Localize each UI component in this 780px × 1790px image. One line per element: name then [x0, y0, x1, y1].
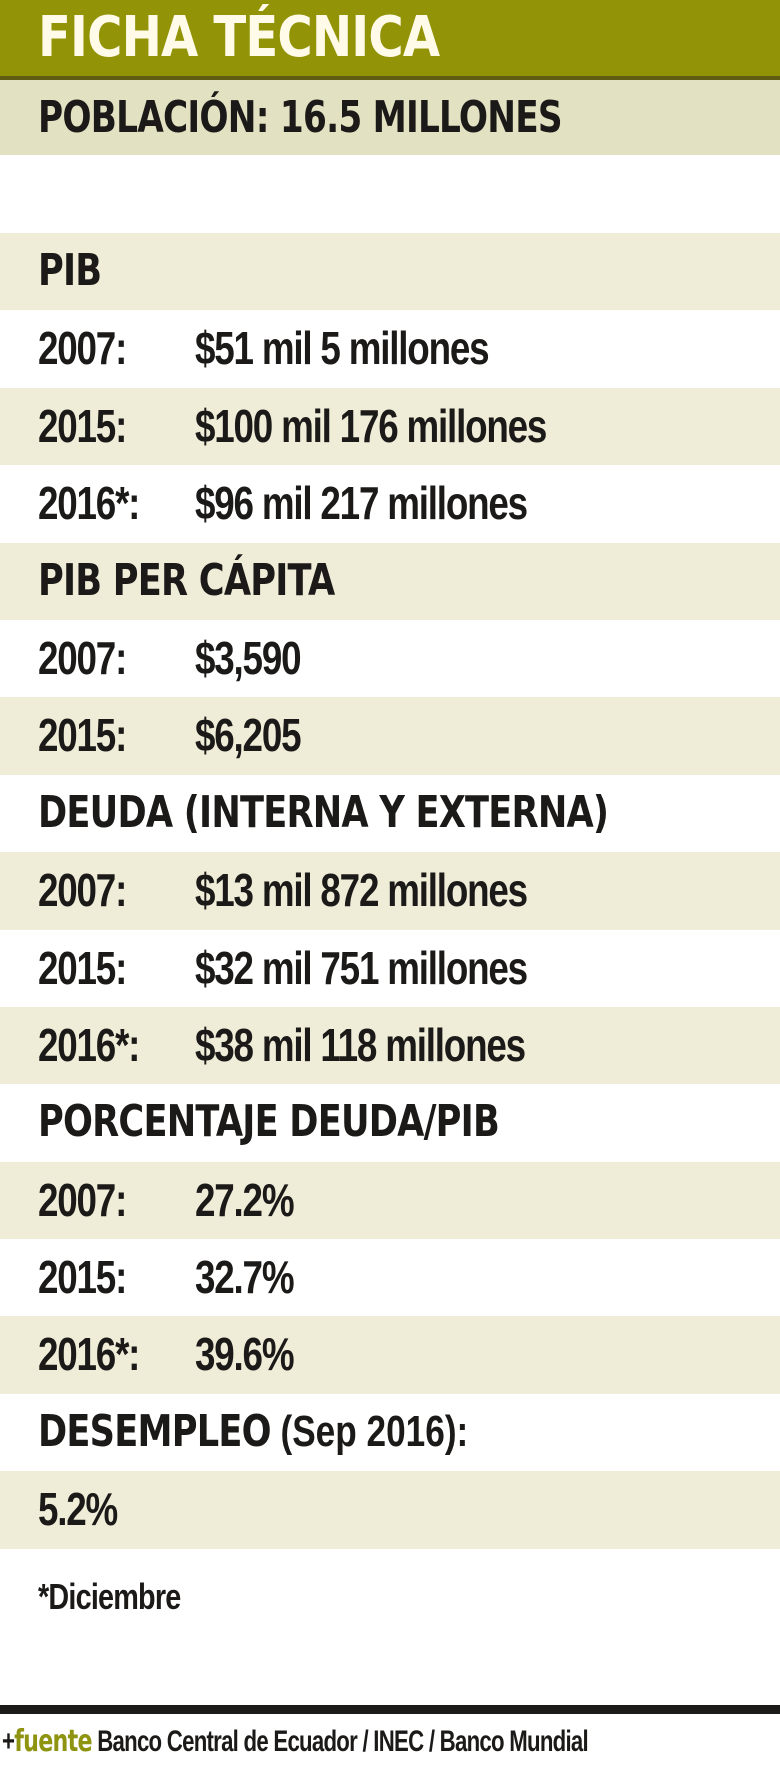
section-subtitle: (Sep 2016): [270, 1406, 469, 1456]
row-year: 2015: [38, 941, 127, 994]
table-row: 2015: 32.7% [0, 1239, 780, 1317]
table-row: 2015: $100 mil 176 millones [0, 387, 780, 466]
plus-icon: + [2, 1725, 15, 1758]
section-title-main: DESEMPLEO [38, 1405, 271, 1457]
section-title: PORCENTAJE DEUDA/PIB [38, 1096, 500, 1148]
section-header-pib-per-capita: PIB PER CÁPITA [0, 542, 780, 620]
row-year: 2015: [38, 709, 127, 762]
row-value: $32 mil 751 millones [195, 941, 528, 994]
row-year: 2016*: [38, 1328, 140, 1381]
table-row: 2007: $13 mil 872 millones [0, 852, 780, 930]
row-value: $100 mil 176 millones [195, 399, 547, 452]
source-line: +fuente Banco Central de Ecuador / INEC … [2, 1722, 589, 1762]
row-year: 2007: [38, 1173, 127, 1226]
table-row: 2007: $3,590 [0, 619, 780, 698]
row-year: 2016*: [38, 477, 140, 530]
section-header-desempleo: DESEMPLEO (Sep 2016): [0, 1393, 780, 1472]
table-row: 2016*: 39.6% [0, 1316, 780, 1394]
row-year: 2007: [38, 864, 127, 917]
row-value: $6,205 [195, 709, 302, 762]
source-text: Banco Central de Ecuador / INEC / Banco … [91, 1725, 588, 1758]
source-label: fuente [14, 1724, 92, 1759]
table-row: 2007: 27.2% [0, 1161, 780, 1240]
section-title: DEUDA (INTERNA Y EXTERNA) [38, 786, 609, 838]
row-value: $13 mil 872 millones [195, 864, 528, 917]
table-row: 5.2% [0, 1471, 780, 1549]
row-value: $96 mil 217 millones [195, 477, 528, 530]
row-year: 2007: [38, 322, 127, 375]
row-year: 2016*: [38, 1018, 140, 1071]
section-title: PIB [38, 245, 102, 296]
page-title: FICHA TÉCNICA [38, 5, 440, 70]
table-row: 2015: $6,205 [0, 697, 780, 775]
table-row: 2015: $32 mil 751 millones [0, 929, 780, 1007]
row-value: $38 mil 118 millones [195, 1018, 526, 1071]
row-year: 2007: [38, 631, 127, 684]
row-value: 32.7% [195, 1251, 295, 1304]
row-value: 27.2% [195, 1173, 295, 1226]
population-band: POBLACIÓN: 16.5 MILLONES [0, 80, 780, 155]
section-title: DESEMPLEO (Sep 2016): [38, 1406, 468, 1458]
section-header-pib: PIB [0, 233, 780, 311]
row-year: 2015: [38, 399, 127, 452]
table-row: 2016*: $96 mil 217 millones [0, 465, 780, 543]
row-year: 2015: [38, 1251, 127, 1304]
header-bar: FICHA TÉCNICA [0, 0, 780, 80]
footnote: *Diciembre [38, 1576, 181, 1617]
section-header-deuda-pib: PORCENTAJE DEUDA/PIB [0, 1084, 780, 1162]
table-row: 2016*: $38 mil 118 millones [0, 1006, 780, 1085]
section-title: PIB PER CÁPITA [38, 554, 335, 606]
population-text: POBLACIÓN: 16.5 MILLONES [38, 92, 563, 143]
row-value: 5.2% [38, 1483, 118, 1536]
divider [0, 1705, 780, 1714]
data-table: PIB 2007: $51 mil 5 millones 2015: $100 … [0, 233, 780, 1549]
table-row: 2007: $51 mil 5 millones [0, 310, 780, 388]
section-header-deuda: DEUDA (INTERNA Y EXTERNA) [0, 774, 780, 853]
row-value: $3,590 [195, 631, 302, 684]
row-value: $51 mil 5 millones [195, 322, 490, 375]
row-value: 39.6% [195, 1328, 295, 1381]
